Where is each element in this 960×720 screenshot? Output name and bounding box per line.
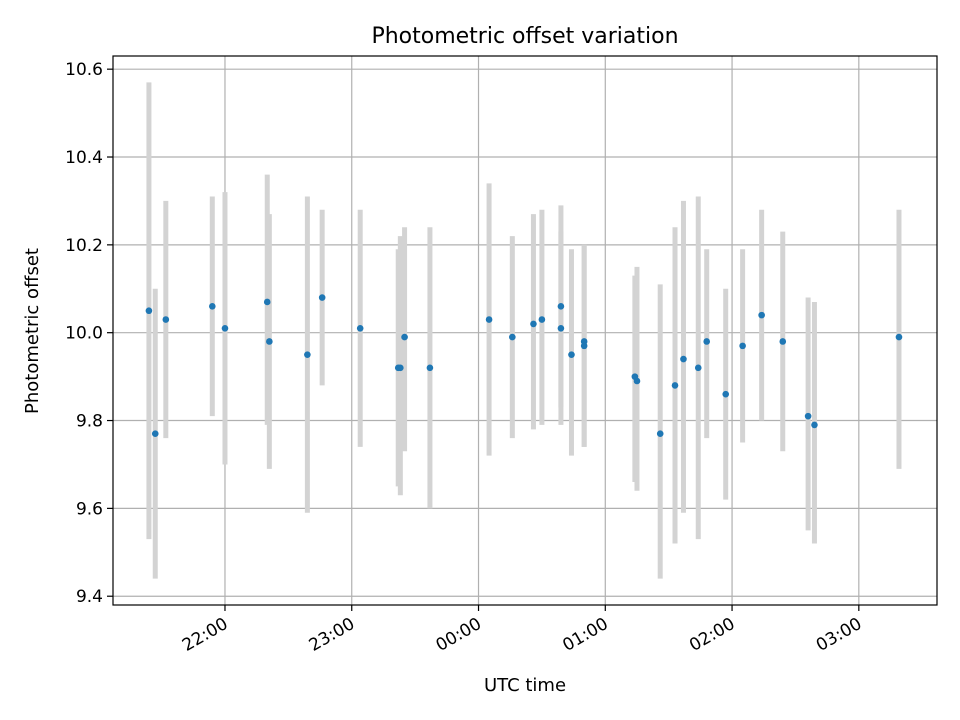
x-tick-label: 02:00 xyxy=(686,614,738,656)
y-tick-label: 10.6 xyxy=(65,60,103,80)
x-tick-label: 23:00 xyxy=(306,614,358,656)
x-tick-label: 00:00 xyxy=(433,614,485,656)
y-tick-label: 9.6 xyxy=(76,499,103,519)
data-point xyxy=(656,430,664,438)
plot-frame xyxy=(112,55,938,606)
grid xyxy=(113,56,937,605)
data-point xyxy=(895,333,903,341)
y-tick-label: 10.0 xyxy=(65,324,103,344)
data-point xyxy=(266,338,273,345)
data-point xyxy=(145,307,153,315)
data-point xyxy=(739,342,746,350)
data-point xyxy=(671,382,679,389)
data-point xyxy=(758,311,765,319)
data-point xyxy=(694,364,702,372)
data-point xyxy=(538,316,546,323)
x-tick-label: 01:00 xyxy=(559,614,611,656)
data-point xyxy=(779,338,787,345)
chart-title: Photometric offset variation xyxy=(371,24,678,49)
data-point xyxy=(162,316,170,323)
data-point xyxy=(318,294,326,301)
x-axis-label: UTC time xyxy=(484,675,566,696)
data-point xyxy=(509,333,516,341)
y-tick-label: 9.8 xyxy=(76,412,103,432)
y-axis-label: Photometric offset xyxy=(22,248,43,414)
x-tick-label: 22:00 xyxy=(179,614,231,656)
y-tick-label: 10.2 xyxy=(65,236,103,256)
data-point xyxy=(221,325,229,332)
data-point xyxy=(209,303,216,310)
data-point xyxy=(304,351,311,358)
data-point xyxy=(557,325,565,332)
data-point xyxy=(530,320,537,328)
data-point xyxy=(397,364,404,372)
data-point xyxy=(485,316,493,323)
data-points xyxy=(145,294,903,438)
x-axis-ticks: 22:00 23:00 00:00 01:00 02:00 03:00 xyxy=(179,605,865,656)
data-point xyxy=(426,364,434,372)
y-tick-label: 9.4 xyxy=(76,587,103,607)
data-point xyxy=(722,390,730,398)
data-point xyxy=(580,342,588,350)
data-point xyxy=(811,421,818,429)
data-point xyxy=(680,355,687,363)
y-axis-ticks: 9.4 9.6 9.8 10.0 10.2 10.4 10.6 xyxy=(65,60,113,607)
x-tick-label: 03:00 xyxy=(813,614,865,656)
data-point xyxy=(703,338,711,345)
data-point xyxy=(557,303,565,310)
data-point xyxy=(263,298,271,306)
data-point xyxy=(151,430,159,438)
y-tick-label: 10.4 xyxy=(65,148,103,168)
data-point xyxy=(804,412,812,420)
data-point xyxy=(568,351,575,358)
data-point xyxy=(356,325,364,332)
data-point xyxy=(633,377,641,385)
plot-background xyxy=(113,56,937,605)
data-point xyxy=(401,333,408,341)
